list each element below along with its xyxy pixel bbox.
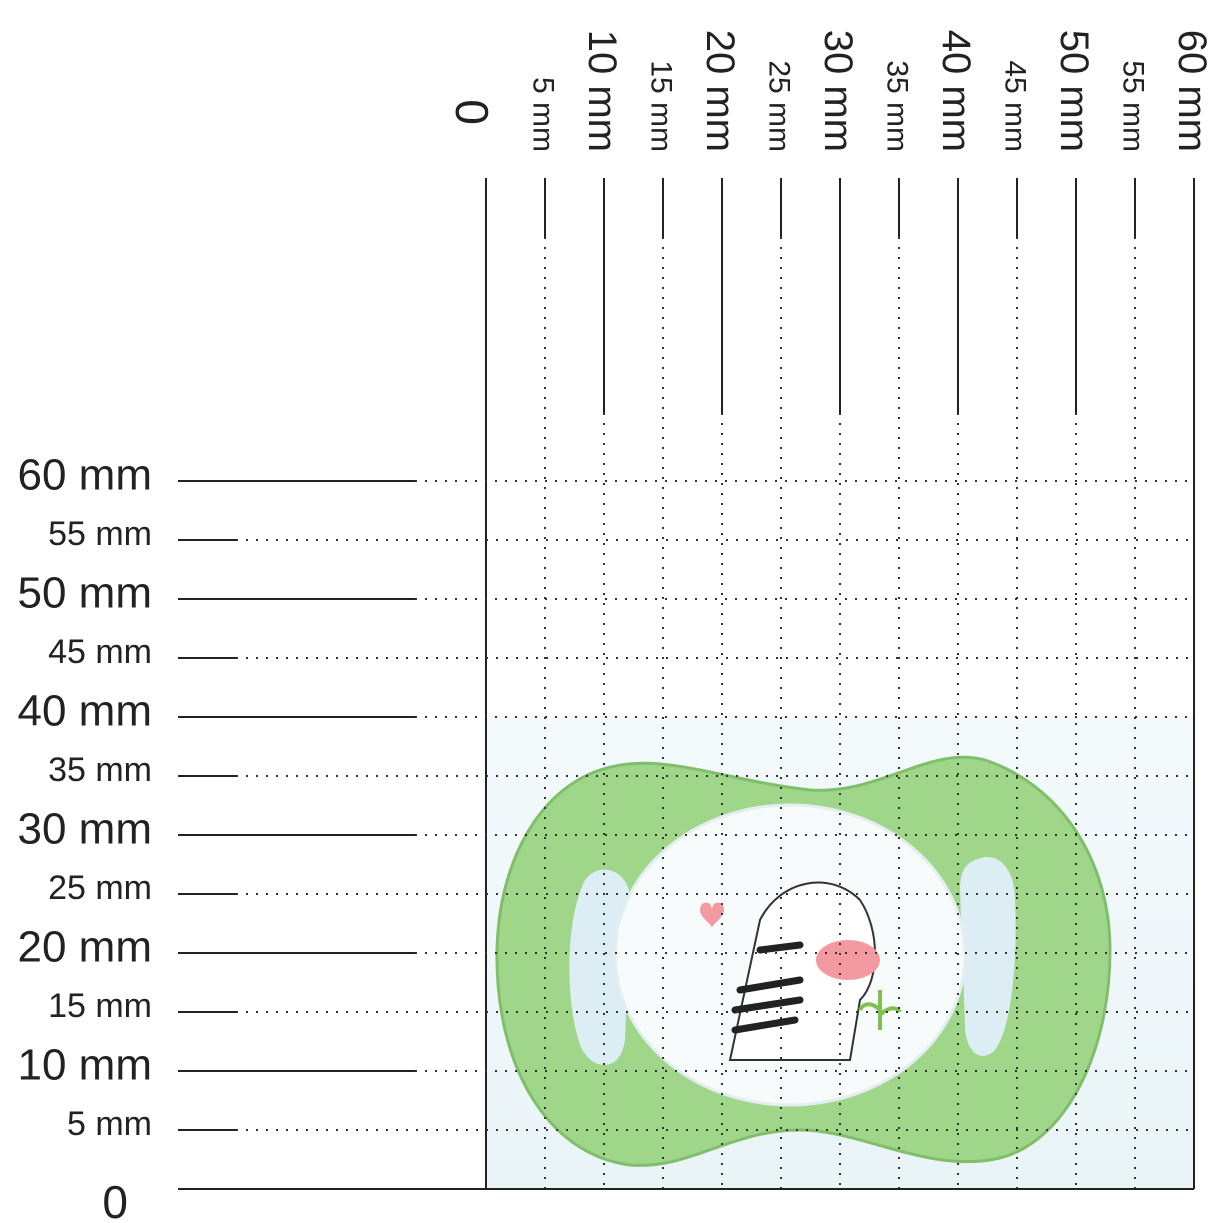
y-label: 5 mm <box>67 1105 152 1143</box>
x-label: 15 mm <box>645 60 678 152</box>
x-label: 20 mm <box>698 30 742 152</box>
x-label: 40 mm <box>934 30 978 152</box>
grid: 0 5 mm 10 mm 15 mm 20 mm 25 mm 30 mm 35 mm 40 mm… <box>18 30 1214 1223</box>
y-label: 15 mm <box>48 987 152 1025</box>
x-label: 5 mm <box>527 77 560 152</box>
product-photo <box>486 716 1194 1189</box>
y-label: 40 mm <box>18 687 152 736</box>
y-label: 45 mm <box>48 633 152 671</box>
y-label: 50 mm <box>18 569 152 618</box>
y-label: 60 mm <box>18 451 152 500</box>
x-label: 25 mm <box>763 60 796 152</box>
y-label: 20 mm <box>18 923 152 972</box>
x-label: 55 mm <box>1117 60 1150 152</box>
y-label: 55 mm <box>48 515 152 553</box>
x-label: 50 mm <box>1052 30 1096 152</box>
y-label: 25 mm <box>48 869 152 907</box>
x-label: 30 mm <box>816 30 860 152</box>
x-label: 45 mm <box>999 60 1032 152</box>
y-label: 35 mm <box>48 751 152 789</box>
y-label: 30 mm <box>18 805 152 854</box>
y-label: 10 mm <box>18 1041 152 1090</box>
x-label: 35 mm <box>881 60 914 152</box>
x-label: 10 mm <box>580 30 624 152</box>
x-label: 60 mm <box>1170 30 1214 152</box>
y-label: 0 <box>102 1176 128 1223</box>
x-label: 0 <box>446 99 498 125</box>
